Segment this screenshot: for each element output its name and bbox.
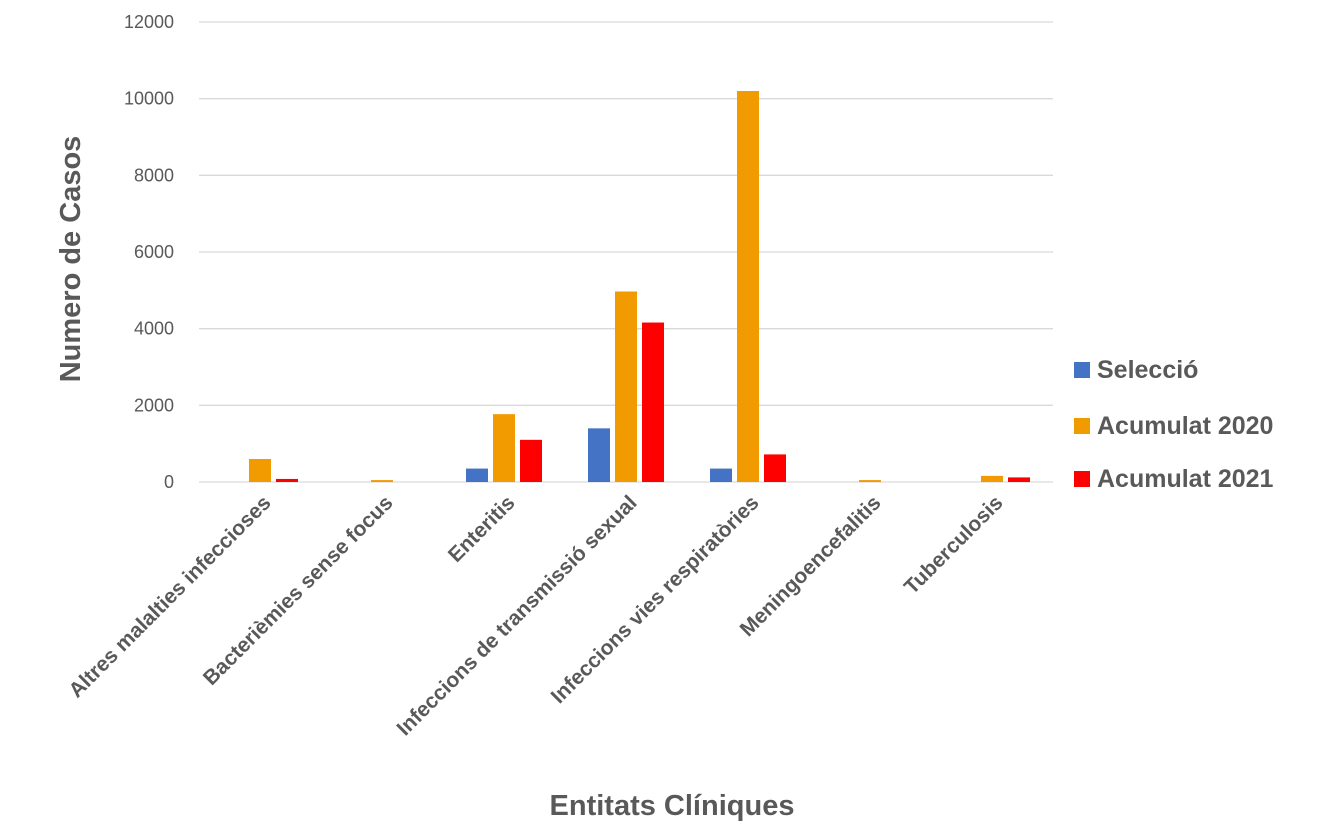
x-axis-categories: Altres malalties infecciosesBacterièmies…: [64, 491, 1007, 740]
legend-label: Selecció: [1097, 356, 1198, 384]
bar-acumulat-2020-6: [859, 480, 881, 482]
bar-acumulat-2020-7: [981, 475, 1003, 482]
bar-acumulat-2021-7: [1008, 477, 1030, 482]
bar-acumulat-2020-1: [249, 459, 271, 482]
x-category-label: Enteritis: [444, 491, 520, 567]
bar-acumulat-2021-3: [520, 439, 542, 482]
bar-acumulat-2021-1: [276, 478, 298, 482]
legend: Selecció Acumulat 2020 Acumulat 2021: [1074, 356, 1274, 493]
bars: [249, 91, 1030, 482]
y-tick-label: 6000: [134, 242, 174, 262]
bar-selecci--4: [588, 428, 610, 482]
bar-selecci--3: [466, 468, 488, 482]
x-category-label: Tuberculosis: [900, 491, 1008, 599]
x-axis-title: Entitats Clíniques: [550, 790, 795, 822]
bar-acumulat-2020-4: [615, 291, 637, 482]
y-tick-label: 12000: [124, 12, 174, 32]
legend-swatch: [1074, 418, 1090, 434]
y-tick-label: 10000: [124, 89, 174, 109]
bar-acumulat-2020-2: [371, 480, 393, 482]
x-category-label: Meningoencefalitis: [736, 491, 886, 641]
legend-swatch: [1074, 471, 1090, 487]
y-tick-label: 8000: [134, 165, 174, 185]
legend-swatch: [1074, 362, 1090, 378]
x-category-label: Infeccions vies respiratòries: [547, 491, 764, 708]
y-tick-label: 0: [164, 472, 174, 492]
x-category-label: Infeccions de transmissió sexual: [393, 491, 642, 740]
bar-acumulat-2021-4: [642, 322, 664, 482]
bar-acumulat-2021-5: [764, 454, 786, 482]
y-tick-label: 4000: [134, 319, 174, 339]
bar-acumulat-2020-5: [737, 91, 759, 482]
bar-selecci--5: [710, 468, 732, 482]
bar-acumulat-2020-3: [493, 414, 515, 482]
y-tick-label: 2000: [134, 395, 174, 415]
legend-label: Acumulat 2020: [1097, 412, 1273, 440]
y-axis-ticks: 0 2000 4000 6000 8000 10000 12000: [124, 12, 174, 492]
x-category-label: Altres malalties infeccioses: [64, 491, 275, 702]
y-axis-title: Numero de Casos: [55, 136, 87, 383]
legend-label: Acumulat 2021: [1097, 465, 1274, 493]
